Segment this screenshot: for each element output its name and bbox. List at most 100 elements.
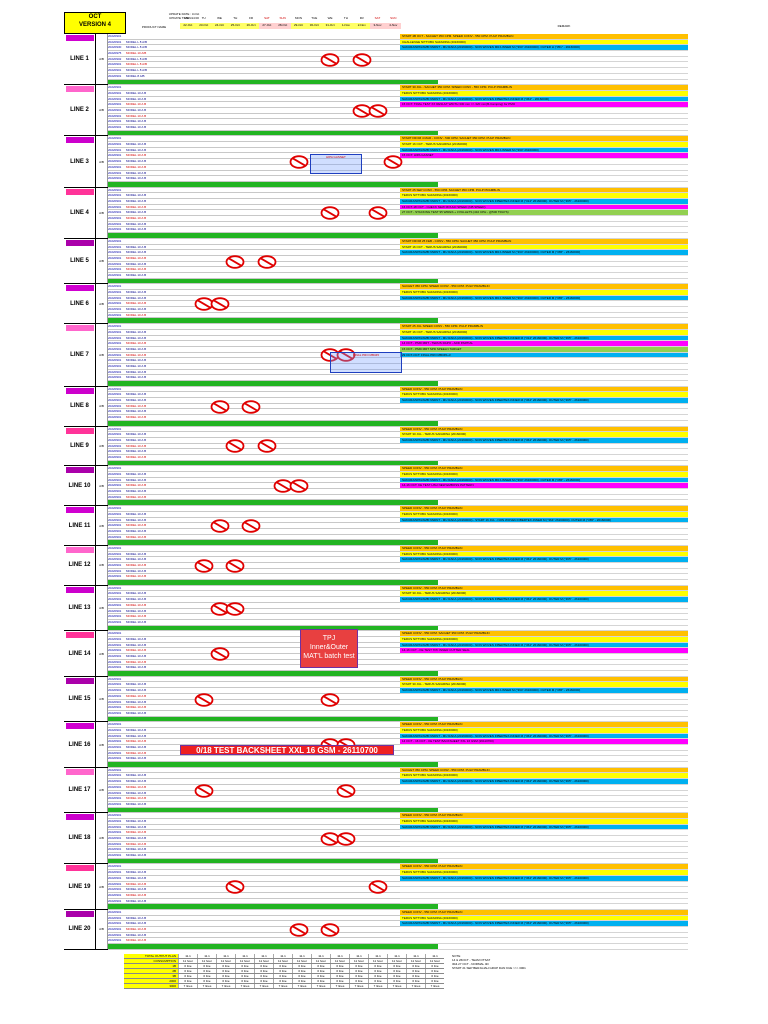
remark-cell[interactable] [400,62,688,69]
remark-cell[interactable] [400,745,688,751]
remark-cell[interactable] [400,74,688,80]
remark-cell[interactable]: SACHET 350 CPM. SPEED CONV - 550 CPM. PU… [400,767,688,774]
remark-cell[interactable] [400,614,688,620]
product-row[interactable]: 20220901 [108,813,438,819]
remark-cell[interactable]: 16 OCT-18 OCT - CHECK NEW MOULD SPEED (N… [400,204,688,211]
remark-cell[interactable]: START 30 JUL - TERUS SAFARINA (20160000) [400,682,688,689]
product-row[interactable]: 20220901 MODEL 10 A B [108,369,438,376]
remark-cell[interactable]: TERUS NITTOBU SAFARINA (20160000) [400,193,688,199]
remark-cell[interactable] [400,233,688,239]
product-row[interactable]: 20220901 MODEL 10 A B [108,170,438,177]
remark-cell[interactable]: TERUS NITTOBU SAFARINA (20160000) [400,773,688,780]
product-row[interactable]: 20220901 MODEL L 8 A/B [108,68,438,74]
remark-cell[interactable]: SAKURA/NPD/AMB NNDNT - MU RAKA (20160000… [400,250,688,256]
product-row[interactable] [108,500,438,507]
remark-cell[interactable] [400,529,688,535]
remark-cell[interactable] [400,802,688,808]
product-row[interactable]: 20220901 MODEL 10 A B [108,244,438,251]
product-row[interactable]: 20220901 MODEL 10 A B [108,358,438,364]
product-row[interactable]: 20220901 MODEL 10 A B [108,198,438,205]
product-row[interactable]: 20220975 MODEL 10 A/B [108,51,438,57]
product-row[interactable]: 20220901 MODEL 10 A B [108,107,438,114]
product-row[interactable]: 20220901 MODEL 10 A B [108,557,438,564]
product-row[interactable]: 20220901 MODEL 10 A B [108,887,438,893]
product-row[interactable]: 20220901 MODEL 10 A B [108,892,438,899]
remark-cell[interactable]: SAKURA/NPD/AMB NNDNT - MU RAKA (20160000… [400,688,688,694]
remark-cell[interactable] [400,836,688,842]
remark-cell[interactable] [400,279,688,285]
product-row[interactable]: 20220901 MODEL 10 A B [108,705,438,711]
remark-cell[interactable] [400,495,688,501]
remark-cell[interactable] [400,57,688,63]
remark-cell[interactable]: SPEED CONV - 550 CPM. PULP PRAMBLIN [400,909,688,916]
remark-cell[interactable]: SAKURA/NPD/AMB NNDNT - MU RAKA (20160000… [400,642,688,649]
remark-cell[interactable]: START 4B OCT - SACHET 350 CPM. SPEED CON… [400,34,688,40]
remark-cell[interactable]: SAKURA/NPD/AMB NNDNT - MU RAKA (20160000… [400,597,688,603]
product-row[interactable]: 20220901 [108,466,438,473]
remark-cell[interactable]: SACHET 350 CPM. SPEED CONV - 550 CPM. PU… [400,284,688,290]
product-row[interactable]: 20220901 MODEL 10 A B [108,193,438,199]
product-row[interactable]: 20220901 MODEL 10 A B [108,272,438,279]
product-row[interactable]: 20220901 MODEL 10 A B [108,710,438,717]
product-row[interactable]: 20220901 [108,386,438,393]
remark-cell[interactable] [400,609,688,615]
product-row[interactable]: 20220901 MODEL 10 A B [108,551,438,558]
product-row[interactable]: 20220901 [108,187,438,194]
remark-cell[interactable] [400,273,688,279]
product-row[interactable]: 20220901 MODEL 10 A B [108,591,438,598]
remark-cell[interactable] [400,535,688,541]
product-row[interactable]: 20220901 MODEL 10 A B [108,403,438,410]
remark-cell[interactable] [400,700,688,706]
product-row[interactable]: 20220901 MODEL 10 A B [108,363,438,370]
remark-cell[interactable] [400,665,688,672]
remark-cell[interactable]: SAKURA/NPD/AMB NNDNT - MU RAKA (20160000… [400,437,688,444]
remark-cell[interactable] [400,165,688,171]
remark-cell[interactable] [400,938,688,945]
remark-cell[interactable]: SAKURA/NPD/AMB NNDNT - MU RAKA (20160000… [400,921,688,928]
remark-cell[interactable]: TERUS NITTOBU SAFARINA (20160000) [400,636,688,643]
remark-cell[interactable] [400,756,688,763]
remark-cell[interactable] [400,256,688,262]
remark-cell[interactable] [400,899,688,905]
remark-cell[interactable] [400,660,688,666]
remark-cell[interactable] [400,227,688,234]
product-row[interactable] [108,858,438,865]
remark-cell[interactable]: 14 OCT - 16 OCT - KE TEST BACKSHEET XXL … [400,739,688,746]
product-row[interactable] [108,580,438,586]
product-row[interactable]: 20220901 [108,506,438,512]
product-row[interactable]: 20220901 MODEL 10 A B [108,307,438,313]
remark-cell[interactable]: SAKURA/NPD/AMB NNDNT - MU RAKA (20160000… [400,557,688,564]
remark-cell[interactable]: 29 OCT-OCT: FINAL PRO MB345+3 [400,352,688,359]
remark-cell[interactable] [400,318,688,325]
product-row[interactable]: 20220901 MODEL 10 A B [108,90,438,97]
remark-cell[interactable]: START 16 OCT - TERUS SAFARINA (20160000) [400,142,688,148]
remark-cell[interactable] [400,540,688,546]
remark-cell[interactable] [400,108,688,114]
product-row[interactable]: 20220901 MODEL 10 A B [108,801,438,808]
product-row[interactable]: 20220901 MODEL 10 A B [108,119,438,126]
remark-cell[interactable] [400,887,688,893]
remark-cell[interactable] [400,313,688,319]
product-row[interactable]: 20220901 MODEL 10 A B [108,96,438,103]
product-row[interactable]: 20220901 MODEL 10 A B [108,216,438,222]
product-row[interactable] [108,181,438,188]
product-row[interactable]: 20220901 MODEL 10 A B [108,176,438,182]
remark-cell[interactable]: SPEED CONV - 550 CPM. PULP PRAMBLIN [400,466,688,473]
product-row[interactable]: 20220901 [108,426,438,433]
remark-cell[interactable] [400,301,688,308]
product-row[interactable]: 20220901 MODEL 10 A B [108,693,438,700]
remark-cell[interactable] [400,125,688,131]
product-row[interactable] [108,233,438,239]
product-row[interactable]: 20220901 MODEL 10 A B [108,824,438,831]
product-row[interactable]: 20220901 MODEL 10 A B [108,267,438,273]
product-row[interactable]: 20220901 [108,238,438,245]
product-row[interactable]: 20220901 MODEL 10 A B [108,346,438,353]
remark-cell[interactable]: 14-16 OCT: KE TEST HSU NEW EMBOSS PATTER… [400,483,688,490]
remark-cell[interactable]: SPEED CONV - 550 CPM. PULP PRAMBLIN [400,426,688,433]
remark-cell[interactable]: TERUS NITTOBU SAFARINA (20160000) [400,511,688,518]
remark-cell[interactable] [400,381,688,387]
product-row[interactable] [108,130,438,137]
product-row[interactable]: 20220901 MODEL 10 A B [108,449,438,455]
remark-cell[interactable] [400,654,688,660]
remark-cell[interactable]: START 16 OCT - TERUS SAFARINA (20160000) [400,329,688,336]
